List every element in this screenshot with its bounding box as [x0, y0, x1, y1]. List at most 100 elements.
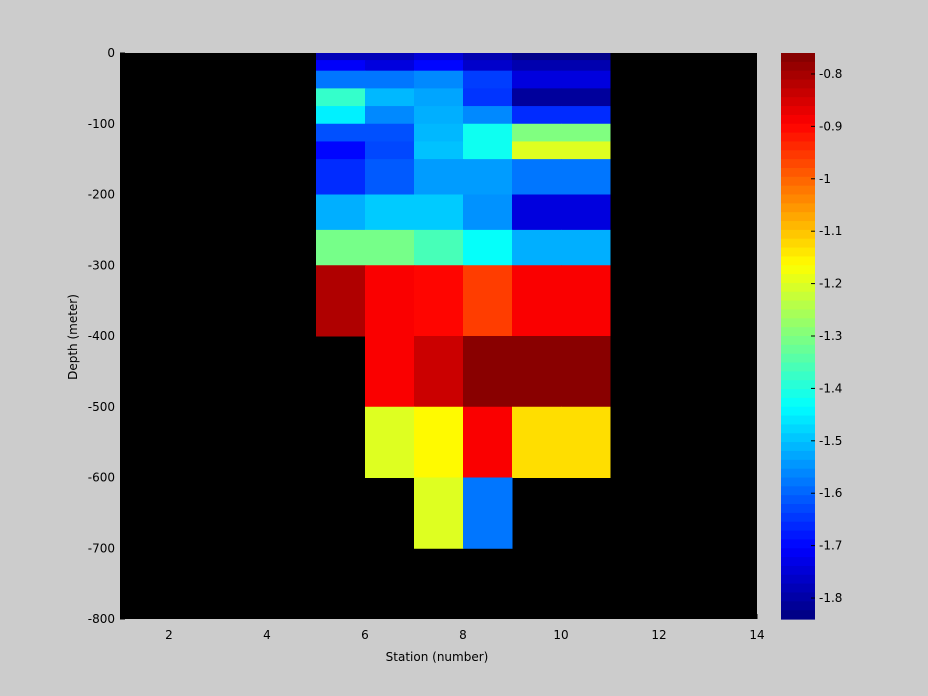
heatmap-cell — [512, 194, 562, 231]
colorbar-swatch — [781, 221, 815, 231]
heatmap-cell — [316, 194, 366, 231]
heatmap-cell — [365, 53, 415, 61]
y-tick-label: -400 — [88, 329, 115, 343]
colorbar-swatch — [781, 344, 815, 355]
heatmap-cell — [463, 194, 513, 231]
heatmap-cell — [365, 88, 415, 107]
heatmap-cell — [561, 194, 611, 231]
heatmap-cell — [365, 106, 415, 125]
colorbar-swatch — [781, 389, 815, 399]
colorbar-swatch — [781, 397, 815, 408]
heatmap-cell — [316, 53, 366, 61]
colorbar-tick-label: -0.8 — [819, 67, 842, 81]
x-tick-label: 8 — [459, 628, 467, 642]
colorbar-swatch — [781, 336, 815, 346]
colorbar-tick-label: -1.6 — [819, 486, 842, 500]
heatmap-cell — [414, 159, 464, 195]
colorbar-swatch — [781, 557, 815, 567]
colorbar-tick-label: -0.9 — [819, 119, 842, 133]
heatmap-cell — [561, 141, 611, 160]
colorbar-swatch — [781, 565, 815, 576]
heatmap-cell — [414, 477, 464, 549]
colorbar-swatch — [781, 114, 815, 125]
colorbar-tick-label: -1.1 — [819, 224, 842, 238]
colorbar-swatch — [781, 495, 815, 505]
heatmap-cell — [512, 123, 562, 142]
colorbar-swatch — [781, 141, 815, 151]
heatmap-cell — [512, 141, 562, 160]
y-tick-label: -100 — [88, 117, 115, 131]
heatmap-cell — [414, 106, 464, 125]
heatmap-cell — [561, 159, 611, 195]
heatmap-cell — [414, 141, 464, 160]
heatmap-cell — [365, 123, 415, 142]
colorbar-swatch — [781, 371, 815, 381]
colorbar-swatch — [781, 450, 815, 461]
heatmap-cell — [365, 406, 415, 478]
colorbar-swatch — [781, 592, 815, 602]
colorbar-swatch — [781, 79, 815, 89]
heatmap-cell — [316, 70, 366, 89]
colorbar-swatch — [781, 106, 815, 116]
colorbar-swatch — [781, 442, 815, 452]
colorbar-swatch — [781, 229, 815, 240]
heatmap-cell — [463, 53, 513, 61]
colorbar-swatch — [781, 468, 815, 479]
colorbar-swatch — [781, 132, 815, 143]
heatmap-cell — [561, 123, 611, 142]
colorbar-swatch — [781, 574, 815, 585]
heatmap-cell — [512, 406, 562, 478]
colorbar-swatch — [781, 583, 815, 594]
heatmap-cell — [561, 60, 611, 72]
colorbar-swatch — [781, 353, 815, 364]
colorbar-swatch — [781, 53, 815, 63]
heatmap-cell — [316, 60, 366, 72]
heatmap-cell — [414, 53, 464, 61]
y-tick-label: -600 — [88, 471, 115, 485]
colorbar-swatch — [781, 415, 815, 426]
heatmap-cell — [512, 106, 562, 125]
heatmap-cell — [561, 106, 611, 125]
heatmap-cell — [463, 88, 513, 107]
heatmap-cell — [512, 159, 562, 195]
colorbar-swatch — [781, 176, 815, 187]
colorbar-swatch — [781, 610, 815, 620]
colorbar-swatch — [781, 601, 815, 611]
heatmap-cell — [512, 70, 562, 89]
heatmap-cells — [316, 53, 611, 549]
colorbar-swatch — [781, 274, 815, 284]
colorbar-swatch — [781, 327, 815, 337]
colorbar-swatch — [781, 70, 815, 81]
heatmap-cell — [414, 336, 464, 408]
colorbar-swatch — [781, 238, 815, 249]
y-tick-label: -500 — [88, 400, 115, 414]
heatmap-cell — [365, 141, 415, 160]
heatmap-cell — [463, 60, 513, 72]
colorbar-swatch — [781, 486, 815, 496]
colorbar-swatch — [781, 530, 815, 541]
heatmap-cell — [512, 60, 562, 72]
colorbar-swatch — [781, 406, 815, 417]
heatmap-cell — [316, 88, 366, 107]
heatmap-cell — [414, 265, 464, 337]
y-axis: 0 -100 -200 -300 -400 -500 -600 -700 -800 — [88, 46, 125, 626]
heatmap-cell — [365, 336, 415, 408]
x-axis-label: Station (number) — [386, 650, 489, 664]
colorbar-swatch — [781, 362, 815, 372]
heatmap-cell — [414, 406, 464, 478]
heatmap-cell — [463, 141, 513, 160]
heatmap-cell — [463, 265, 513, 337]
x-tick-label: 12 — [651, 628, 666, 642]
y-tick-label: -700 — [88, 541, 115, 555]
heatmap-cell — [414, 229, 464, 266]
colorbar-swatch — [781, 159, 815, 169]
colorbar-swatch — [781, 300, 815, 311]
y-axis-label: Depth (meter) — [66, 294, 80, 380]
x-tick-label: 14 — [749, 628, 764, 642]
heatmap-cell — [463, 229, 513, 266]
x-tick-label: 2 — [165, 628, 173, 642]
heatmap-cell — [316, 229, 366, 266]
heatmap-cell — [561, 53, 611, 61]
colorbar-swatch — [781, 203, 815, 213]
heatmap-cell — [512, 336, 562, 408]
